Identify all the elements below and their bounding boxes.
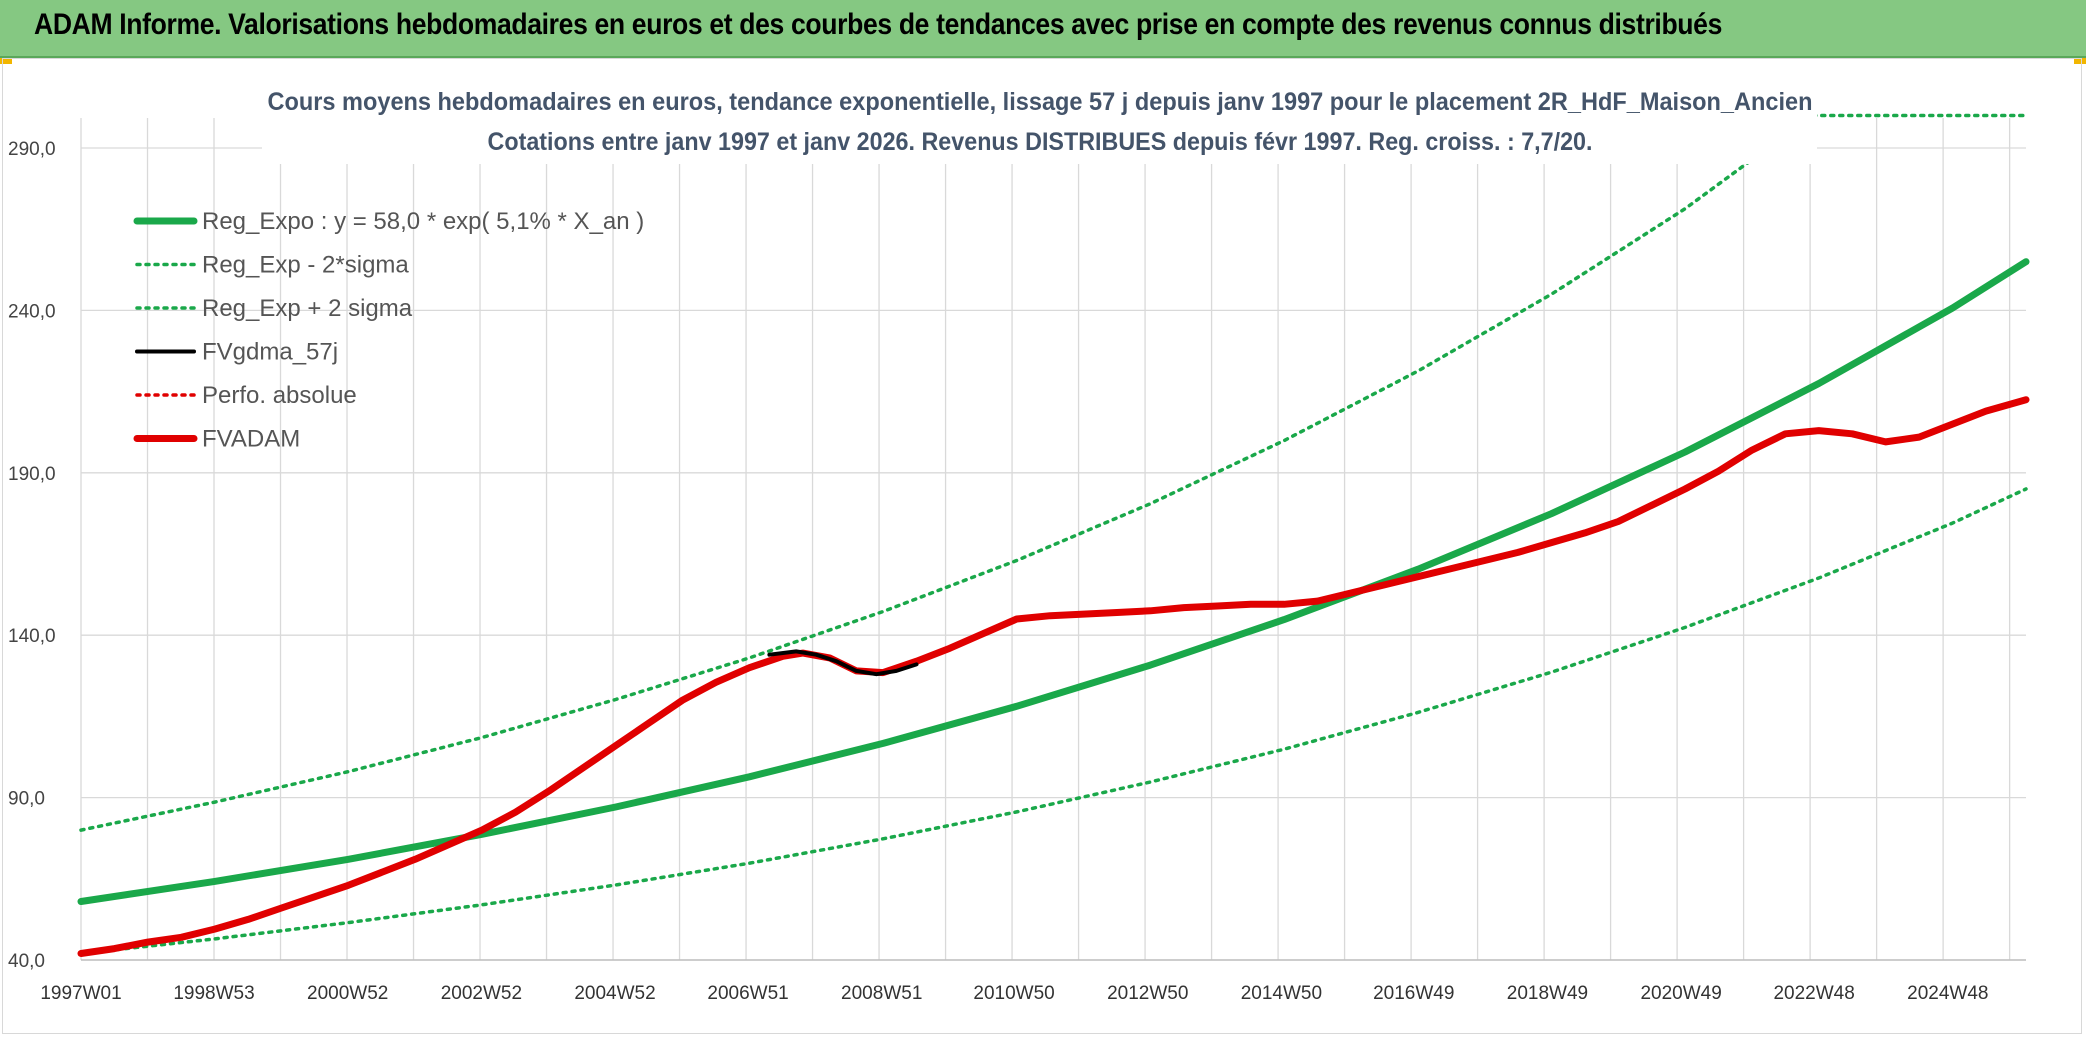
x-tick-label: 2002W52 [441, 983, 522, 1004]
legend-label: Reg_Expo : y = 58,0 * exp( 5,1% * X_an ) [202, 208, 644, 235]
legend-label: Perfo. absolue [202, 382, 357, 409]
legend-label: FVADAM [202, 426, 300, 453]
legend: Reg_Expo : y = 58,0 * exp( 5,1% * X_an )… [133, 208, 644, 453]
chart-title: Cours moyens hebdomadaires en euros, ten… [268, 88, 1813, 116]
y-tick-label: 190,0 [8, 464, 56, 485]
series-line-fvadam [77, 396, 2030, 957]
y-tick-label: 140,0 [8, 626, 56, 647]
banner-corner-right [2074, 58, 2086, 64]
series-line-reg_expo [77, 258, 2030, 905]
legend-label: FVgdma_57j [202, 339, 338, 366]
legend-label: Reg_Exp + 2 sigma [202, 295, 413, 322]
x-tick-label: 2008W51 [841, 983, 922, 1004]
banner-corner-left [0, 58, 12, 64]
series-line-reg_exp [79, 113, 2028, 832]
y-tick-label: 90,0 [8, 789, 45, 810]
x-tick-label: 2004W52 [574, 983, 655, 1004]
chart-subtitle: Cotations entre janv 1997 et janv 2026. … [488, 128, 1593, 156]
x-tick-label: 2018W49 [1507, 983, 1588, 1004]
report-title: ADAM Informe. Valorisations hebdomadaire… [34, 8, 1722, 41]
x-tick-label: 2022W48 [1773, 983, 1854, 1004]
x-tick-label: 2000W52 [307, 983, 388, 1004]
y-tick-label: 240,0 [8, 301, 56, 322]
x-tick-label: 2012W50 [1107, 983, 1188, 1004]
x-tick-label: 1998W53 [173, 983, 254, 1004]
y-tick-label: 290,0 [8, 139, 56, 160]
x-tick-label: 2014W50 [1241, 983, 1322, 1004]
x-tick-label: 2010W50 [973, 983, 1054, 1004]
x-tick-label: 2016W49 [1373, 983, 1454, 1004]
x-tick-label: 1997W01 [40, 983, 121, 1004]
chart-title-box [262, 80, 1817, 164]
x-tick-label: 2024W48 [1907, 983, 1988, 1004]
chart-frame [2, 58, 2082, 1034]
series-line-fvgdma_57j [767, 649, 919, 677]
y-tick-label: 40,0 [8, 951, 45, 972]
legend-label: Reg_Exp - 2*sigma [202, 252, 409, 279]
x-tick-label: 2020W49 [1640, 983, 1721, 1004]
x-tick-label: 2006W51 [707, 983, 788, 1004]
report-banner: ADAM Informe. Valorisations hebdomadaire… [0, 0, 2086, 58]
series-line-reg_exp [79, 487, 2028, 956]
grid-lines [80, 118, 2026, 961]
